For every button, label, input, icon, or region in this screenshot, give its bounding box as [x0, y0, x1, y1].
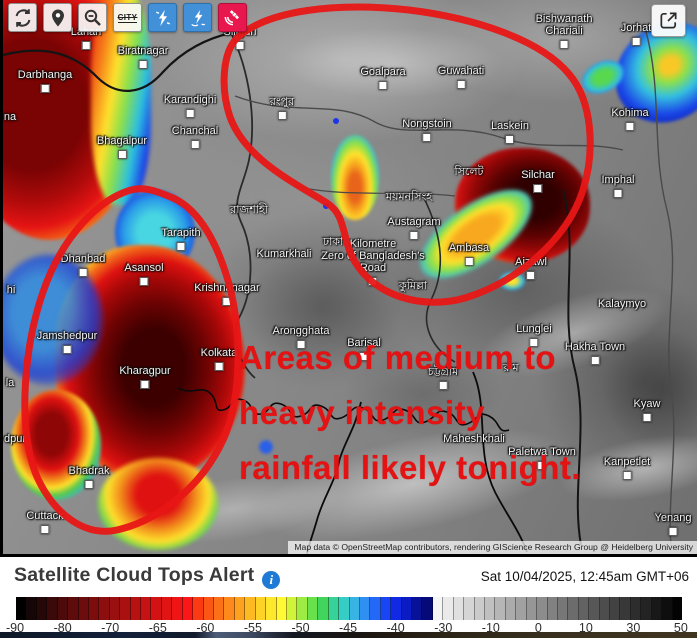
lightning-arrows-icon [155, 9, 170, 26]
lightning-ground-icon [190, 9, 205, 26]
annotation-line-3: rainfall likely tonight. [239, 449, 582, 486]
timestamp: Sat 10/04/2025, 12:45am GMT+06 [480, 569, 689, 584]
share-icon [660, 12, 677, 29]
bottom-edge-bar [0, 632, 697, 638]
footer: Satellite Cloud Tops Alert i Sat 10/04/2… [0, 557, 697, 638]
info-icon[interactable]: i [262, 571, 281, 589]
page-title: Satellite Cloud Tops Alert [14, 564, 255, 586]
toolbar: CITY [8, 3, 247, 32]
refresh-button[interactable] [8, 3, 37, 32]
city-toggle-label: CITY [117, 12, 138, 23]
annotation-circles [21, 3, 594, 535]
annotation-line-2: heavy intensity [239, 394, 485, 431]
lightning-strikes-button[interactable] [148, 3, 177, 32]
city-labels-toggle-button[interactable]: CITY [113, 3, 142, 32]
map[interactable]: Lahan Siliguri Biratnagar Darbhanga Goalpara… [0, 0, 697, 557]
lightning-ground-button[interactable] [183, 3, 212, 32]
location-pin-icon [51, 9, 64, 26]
zoom-out-icon [84, 9, 101, 26]
map-attribution: Map data © OpenStreetMap contributors, r… [288, 540, 697, 554]
locate-button[interactable] [43, 3, 72, 32]
title-row: Satellite Cloud Tops Alert i Sat 10/04/2… [0, 557, 697, 593]
satellite-icon [224, 10, 239, 26]
refresh-icon [15, 8, 30, 27]
satellite-button[interactable] [218, 3, 247, 32]
share-button[interactable] [651, 4, 686, 37]
temperature-color-scale [16, 597, 682, 620]
zoom-out-button[interactable] [78, 3, 107, 32]
annotation-text: Areas of medium to heavy intensity rainf… [239, 330, 581, 495]
annotation-line-1: Areas of medium to [239, 339, 557, 376]
temperature-scale-labels: -90 -80 -70 -65 -60 -55 -50 -45 -40 -30 -10 0 10 30 50 [6, 621, 688, 635]
